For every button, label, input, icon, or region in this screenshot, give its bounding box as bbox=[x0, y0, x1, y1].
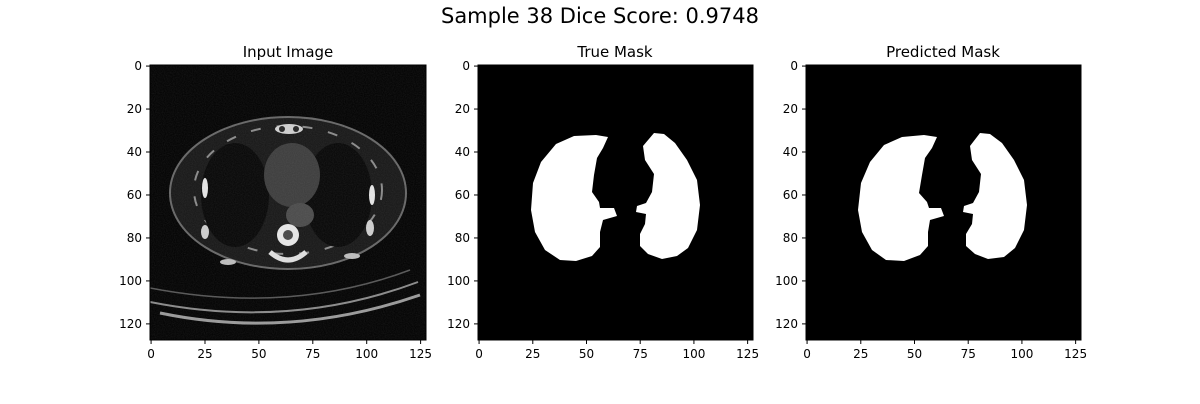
x-tick-label: 125 bbox=[409, 347, 432, 361]
y-tick-label: 40 bbox=[455, 145, 470, 159]
panel-predicted-mask: Predicted Mask 0 20 40 60 80 100 120 0 25 50 75 10… bbox=[775, 43, 1087, 361]
y-tick-label: 120 bbox=[775, 317, 798, 331]
panel-input-image: Input Image bbox=[119, 43, 432, 361]
x-tick-label: 0 bbox=[147, 347, 155, 361]
y-tick-label: 20 bbox=[455, 102, 470, 116]
x-tick-label: 0 bbox=[475, 347, 483, 361]
x-ticks: 0 25 50 75 100 125 bbox=[803, 340, 1087, 361]
y-tick-label: 120 bbox=[119, 317, 142, 331]
panel-title: Predicted Mask bbox=[886, 43, 1000, 61]
y-tick-label: 40 bbox=[783, 145, 798, 159]
figure-suptitle: Sample 38 Dice Score: 0.9748 bbox=[440, 4, 759, 28]
right-lung-mask bbox=[636, 133, 700, 259]
y-tick-label: 60 bbox=[455, 188, 470, 202]
x-tick-label: 75 bbox=[305, 347, 320, 361]
panel-title: True Mask bbox=[576, 43, 653, 61]
x-tick-label: 0 bbox=[803, 347, 811, 361]
y-ticks: 0 20 40 60 80 100 120 bbox=[119, 59, 150, 331]
y-tick-label: 60 bbox=[127, 188, 142, 202]
y-tick-label: 0 bbox=[134, 59, 142, 73]
y-tick-label: 0 bbox=[462, 59, 470, 73]
axes-frame bbox=[805, 64, 1082, 341]
x-tick-label: 75 bbox=[633, 347, 648, 361]
x-tick-label: 125 bbox=[1064, 347, 1087, 361]
x-tick-label: 125 bbox=[736, 347, 759, 361]
y-tick-label: 0 bbox=[790, 59, 798, 73]
y-tick-label: 100 bbox=[775, 274, 798, 288]
x-tick-label: 100 bbox=[682, 347, 705, 361]
y-tick-label: 80 bbox=[783, 231, 798, 245]
mask-background bbox=[806, 65, 1081, 340]
y-tick-label: 100 bbox=[447, 274, 470, 288]
x-tick-label: 25 bbox=[853, 347, 868, 361]
x-tick-label: 50 bbox=[579, 347, 594, 361]
y-tick-label: 80 bbox=[455, 231, 470, 245]
x-ticks: 0 25 50 75 100 125 bbox=[475, 340, 759, 361]
x-tick-label: 75 bbox=[961, 347, 976, 361]
x-tick-label: 50 bbox=[907, 347, 922, 361]
left-lung-mask bbox=[858, 135, 944, 261]
y-ticks: 0 20 40 60 80 100 120 bbox=[447, 59, 478, 331]
right-lung-mask bbox=[963, 133, 1027, 259]
x-ticks: 0 25 50 75 100 125 bbox=[147, 340, 432, 361]
ct-image bbox=[150, 65, 426, 340]
y-tick-label: 100 bbox=[119, 274, 142, 288]
x-tick-label: 25 bbox=[197, 347, 212, 361]
axes-frame bbox=[149, 64, 427, 341]
x-tick-label: 25 bbox=[525, 347, 540, 361]
panel-true-mask: True Mask 0 20 40 60 80 100 120 0 25 50 75 100 125 bbox=[447, 43, 759, 361]
axes-frame bbox=[477, 64, 754, 341]
y-tick-label: 20 bbox=[127, 102, 142, 116]
panel-title: Input Image bbox=[243, 43, 334, 61]
y-tick-label: 60 bbox=[783, 188, 798, 202]
x-tick-label: 50 bbox=[251, 347, 266, 361]
y-ticks: 0 20 40 60 80 100 120 bbox=[775, 59, 806, 331]
y-tick-label: 80 bbox=[127, 231, 142, 245]
y-tick-label: 40 bbox=[127, 145, 142, 159]
left-lung-mask bbox=[531, 135, 617, 261]
x-tick-label: 100 bbox=[1010, 347, 1033, 361]
x-tick-label: 100 bbox=[355, 347, 378, 361]
mask-background bbox=[478, 65, 753, 340]
y-tick-label: 120 bbox=[447, 317, 470, 331]
y-tick-label: 20 bbox=[783, 102, 798, 116]
